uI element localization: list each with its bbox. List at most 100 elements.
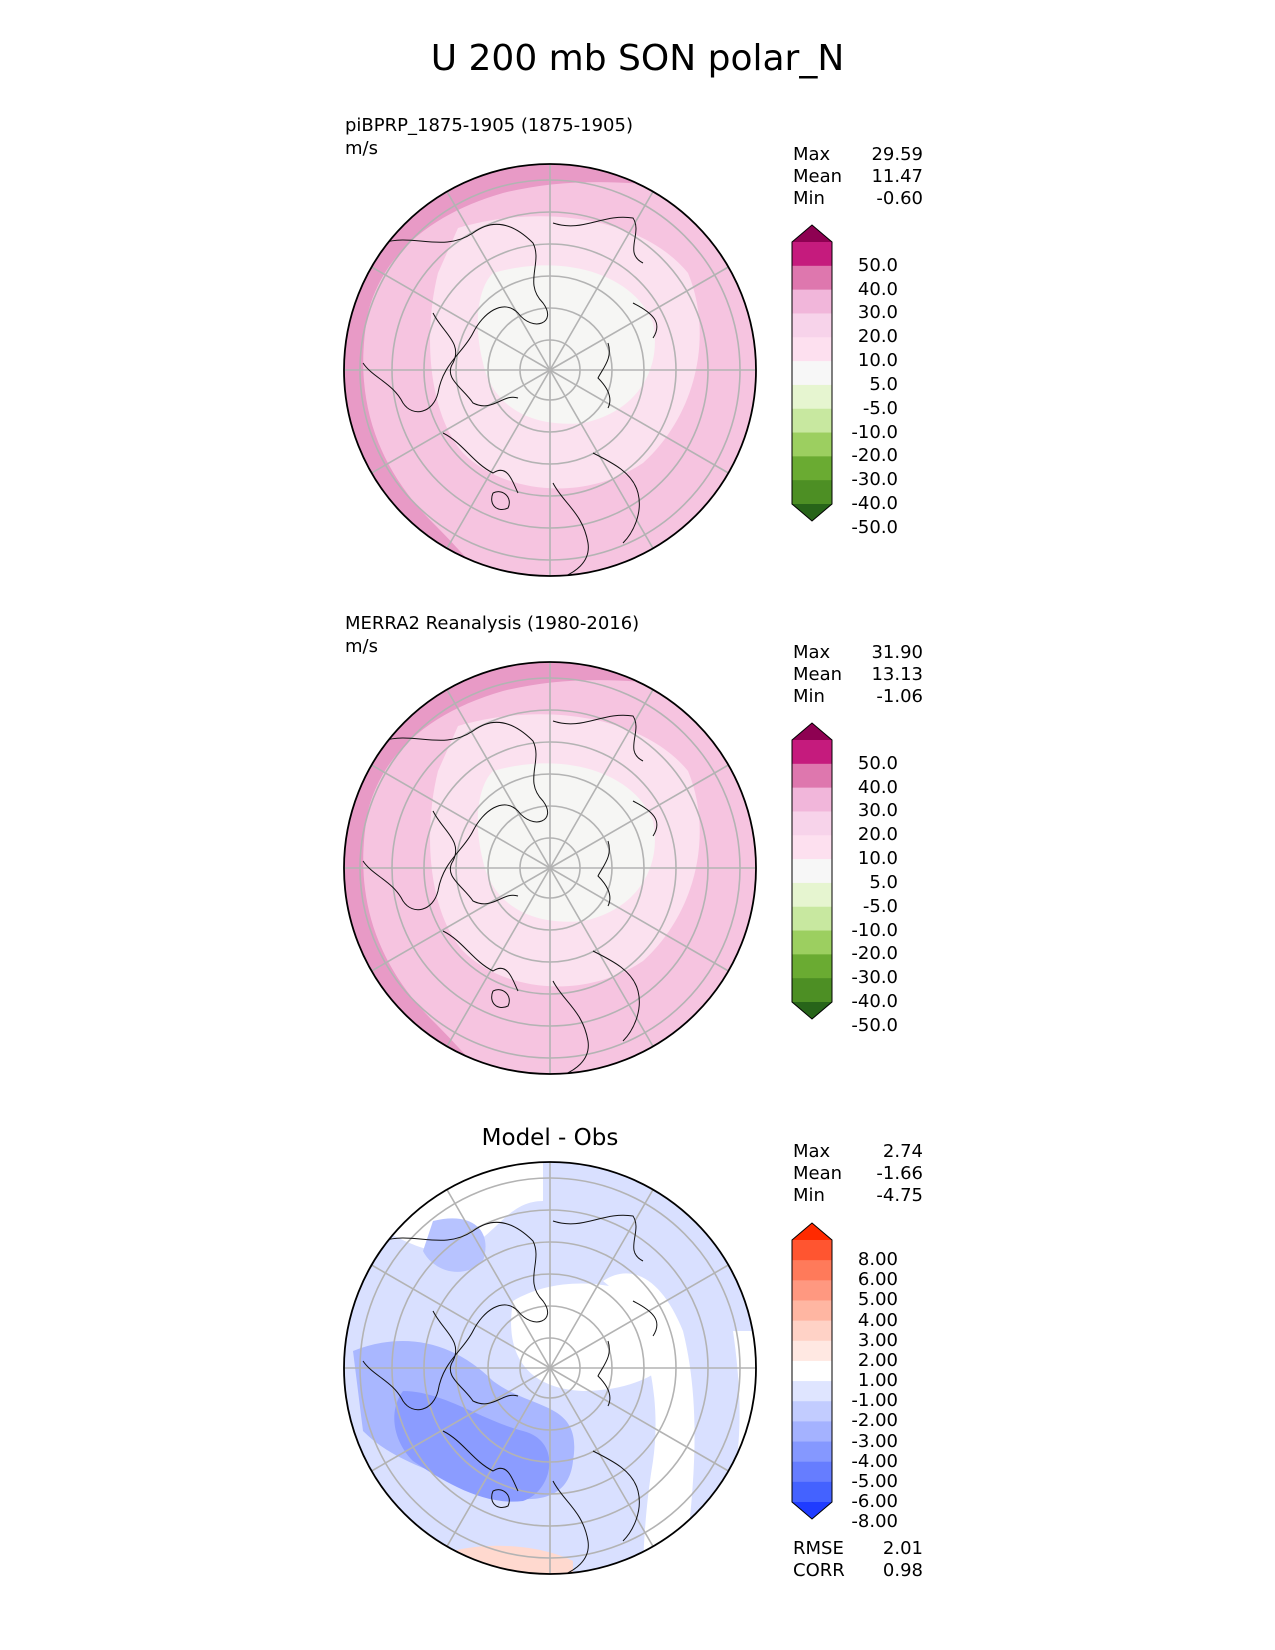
map-border: [343, 163, 757, 577]
colorbar-segment: [792, 337, 832, 362]
stat-mean: Mean 11.47: [793, 166, 923, 187]
colorbar-tick-label: 3.00: [857, 1329, 898, 1351]
panel-title: Model - Obs: [481, 1125, 619, 1151]
colorbar-segment: [792, 835, 832, 860]
colorbar-segment: [792, 1401, 832, 1422]
colorbar-cap-bottom: [792, 504, 832, 521]
colorbar-tick-label: 40.0: [857, 278, 898, 300]
colorbar-tick-label: 5.0: [869, 373, 898, 395]
polar-map: [343, 1161, 757, 1575]
stat-rmse: RMSE 2.01: [793, 1538, 923, 1559]
colorbar-tick-label: 50.0: [857, 254, 898, 276]
stat-min: Min -1.06: [793, 686, 923, 707]
colorbar-tick-label: 5.00: [857, 1289, 898, 1311]
colorbar-cap-top: [792, 225, 832, 242]
colorbar-tick-label: -4.00: [851, 1450, 898, 1472]
colorbar-segment: [792, 313, 832, 338]
colorbar-tick-label: -10.0: [851, 919, 898, 941]
stat-mean: Mean 13.13: [793, 664, 923, 685]
graticule: [344, 1162, 756, 1574]
coastline: [362, 216, 658, 576]
colorbar-cap-top: [792, 723, 832, 740]
colorbar-segment: [792, 289, 832, 314]
colorbar-tick-label: -3.00: [851, 1430, 898, 1452]
colorbar-outline: [791, 1222, 833, 1520]
panel-title: MERRA2 Reanalysis (1980-2016): [345, 613, 640, 634]
colorbar-segment: [792, 432, 832, 457]
diff-near-zero: [603, 1273, 695, 1574]
colorbar-segment: [792, 1481, 832, 1503]
panel-units: m/s: [345, 636, 378, 657]
colorbar-tick-label: -50.0: [851, 516, 898, 538]
colorbar-segment: [792, 1441, 832, 1463]
colorbar-tick-label: 4.00: [857, 1309, 898, 1331]
colorbar-segment: [792, 1260, 832, 1281]
colorbar-outline: [791, 722, 833, 1020]
colorbar-tick-label: 5.0: [869, 871, 898, 893]
stat-min: Min -4.75: [793, 1185, 923, 1206]
colorbar: [791, 722, 833, 1020]
colorbar-segment: [792, 384, 832, 410]
colorbar-tick-label: -8.00: [851, 1511, 898, 1533]
graticule: [344, 164, 756, 576]
colorbar-tick-label: 2.00: [857, 1349, 898, 1371]
colorbar-tick-label: 6.00: [857, 1269, 898, 1291]
map-border: [343, 661, 757, 1075]
colorbar-tick-label: -30.0: [851, 469, 898, 491]
colorbar-segment: [792, 1300, 832, 1322]
colorbar: [791, 1222, 833, 1520]
colorbar-segment: [792, 1240, 832, 1261]
colorbar-tick-label: -40.0: [851, 493, 898, 514]
colorbar-tick-label: -6.00: [851, 1491, 898, 1512]
colorbar-tick-label: -40.0: [851, 991, 898, 1012]
polar-map: [343, 661, 757, 1075]
stat-min: Min -0.60: [793, 188, 923, 209]
coastline: [362, 1214, 658, 1574]
colorbar-segment: [792, 242, 832, 267]
colorbar-segment: [792, 978, 832, 1003]
colorbar-segment: [792, 1381, 832, 1402]
colorbar-tick-label: -10.0: [851, 421, 898, 443]
colorbar-segment: [792, 1340, 832, 1362]
stat-max: Max 29.59: [793, 144, 923, 165]
colorbar-tick-label: 10.0: [857, 350, 898, 372]
colorbar-tick-label: 1.00: [857, 1370, 898, 1392]
colorbar-segment: [792, 265, 832, 291]
colorbar-cap-top: [792, 1223, 832, 1240]
colorbar-segment: [792, 954, 832, 979]
stat-max: Max 2.74: [793, 1141, 923, 1162]
colorbar-tick-label: 30.0: [857, 800, 898, 822]
stat-max: Max 31.90: [793, 642, 923, 663]
colorbar-tick-label: -2.00: [851, 1410, 898, 1432]
colorbar-segment: [792, 408, 832, 434]
colorbar-tick-label: -50.0: [851, 1014, 898, 1036]
colorbar-segment: [792, 361, 832, 386]
panel-title: piBPRP_1875-1905 (1875-1905): [345, 115, 633, 136]
colorbar-tick-label: -5.0: [862, 895, 898, 917]
colorbar-segment: [792, 930, 832, 955]
colorbar-segment: [792, 882, 832, 908]
colorbar-segment: [792, 456, 832, 481]
stats-box: Max 31.90 Mean 13.13 Min -1.06: [793, 642, 923, 708]
colorbar-tick-label: -20.0: [851, 943, 898, 965]
coastline: [362, 714, 658, 1074]
colorbar-tick-label: 50.0: [857, 752, 898, 774]
stats-box: Max 29.59 Mean 11.47 Min -0.60: [793, 144, 923, 210]
colorbar-outline: [791, 224, 833, 522]
colorbar-cap-bottom: [792, 1502, 832, 1519]
colorbar-segment: [792, 787, 832, 812]
colorbar-tick-label: -20.0: [851, 445, 898, 467]
stat-mean: Mean -1.66: [793, 1163, 923, 1184]
diff-minus4-minus5: [394, 1391, 550, 1502]
stats-box: Max 2.74 Mean -1.66 Min -4.75: [793, 1141, 923, 1207]
colorbar-tick-label: 40.0: [857, 776, 898, 798]
colorbar-tick-label: 8.00: [857, 1249, 898, 1271]
colorbar-cap-bottom: [792, 1002, 832, 1019]
colorbar-tick-label: 10.0: [857, 848, 898, 870]
colorbar-tick-label: 30.0: [857, 302, 898, 324]
colorbar-segment: [792, 811, 832, 836]
colorbar-segment: [792, 906, 832, 932]
colorbar-tick-label: -1.00: [851, 1390, 898, 1412]
figure-title: U 200 mb SON polar_N: [430, 38, 845, 79]
colorbar-segment: [792, 1280, 832, 1301]
